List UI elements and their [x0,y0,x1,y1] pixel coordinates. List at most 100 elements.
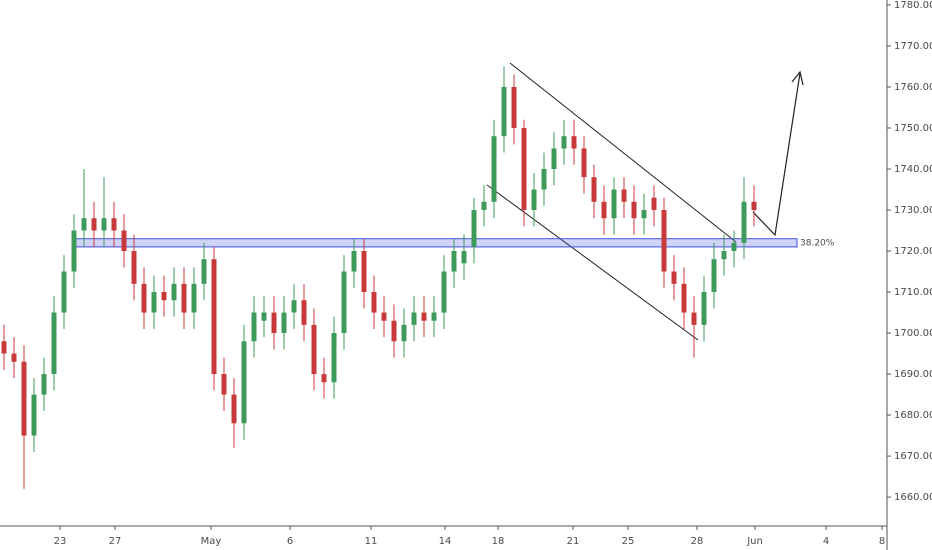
y-tick-label: 1670.000 [894,451,932,462]
candle-body [671,271,677,284]
candle-body [401,324,407,342]
candle [111,201,117,247]
candle-body [641,210,647,219]
candle-body [451,251,457,272]
candle-body [651,197,657,210]
drawings [486,62,804,341]
candle-body [271,312,277,334]
candle [651,185,657,227]
candle [371,275,377,329]
candle [301,283,307,342]
candle [691,296,697,358]
candle-body [311,324,317,375]
candle [411,296,417,342]
candle-body [211,259,217,375]
candle-body [111,218,117,231]
candle [501,66,507,153]
candle-body [91,218,97,231]
candle [661,197,667,288]
candle [461,234,467,280]
candle [711,242,717,309]
candle [331,316,337,399]
candle [381,296,387,338]
y-tick-label: 1760.000 [894,82,932,93]
candle-body [591,177,597,202]
candle-body [711,259,717,293]
candle-body [551,148,557,169]
x-tick-label: 14 [439,536,452,547]
candle-body [481,201,487,210]
candle [191,267,197,329]
arrow-head [791,70,804,86]
candle-body [161,292,167,301]
x-tick-label: 6 [287,536,293,547]
y-tick-label: 1720.000 [894,246,932,257]
candle [451,238,457,288]
candle [281,296,287,350]
y-tick-label: 1660.000 [894,492,932,503]
candle [161,275,167,317]
candle [91,201,97,247]
candle-body [461,251,467,264]
candle [121,214,127,268]
candle [81,168,87,247]
candle-body [221,374,227,395]
candle [751,185,757,227]
candle-body [531,189,537,210]
candle [641,193,647,235]
candle [41,357,47,411]
candle [521,119,527,227]
candle [221,357,227,411]
y-tick-label: 1780.000 [894,0,932,11]
candle-body [251,312,257,342]
candle-body [421,312,427,321]
candle [601,185,607,235]
candle-body [391,320,397,342]
candle [671,255,677,301]
candle-body [661,210,667,272]
candle-body [501,86,507,137]
candle-body [521,127,527,210]
candle [421,296,427,338]
candle [721,234,727,276]
x-tick-label: 28 [691,536,704,547]
candle [151,275,157,329]
candle [131,234,137,301]
candle [341,255,347,350]
candle [561,119,567,165]
x-tick-label: 25 [622,536,635,547]
y-tick-label: 1740.000 [894,164,932,175]
candle-body [241,341,247,424]
candle-body [491,136,497,202]
candle-body [151,292,157,313]
candle-body [681,283,687,313]
candle-body [581,148,587,178]
candle-body [541,168,547,190]
y-tick-label: 1770.000 [894,41,932,52]
candle-body [381,312,387,321]
candle [441,255,447,329]
y-tick-label: 1730.000 [894,205,932,216]
candle [31,378,37,452]
candle-body [691,312,697,325]
candle-body [471,210,477,247]
candle-body [331,333,337,383]
candle-body [61,271,67,313]
candle [211,246,217,391]
candle [571,119,577,165]
candle [311,308,317,391]
candle [581,136,587,194]
candle [401,308,407,358]
candle [511,74,517,145]
candle [741,177,747,260]
candle [241,324,247,440]
candle-body [131,251,137,284]
candle-body [741,201,747,243]
x-tick-label: 21 [567,536,580,547]
candle [481,185,487,227]
candle [71,214,77,288]
candle [181,267,187,329]
candle [1,324,7,370]
candle [101,177,107,247]
